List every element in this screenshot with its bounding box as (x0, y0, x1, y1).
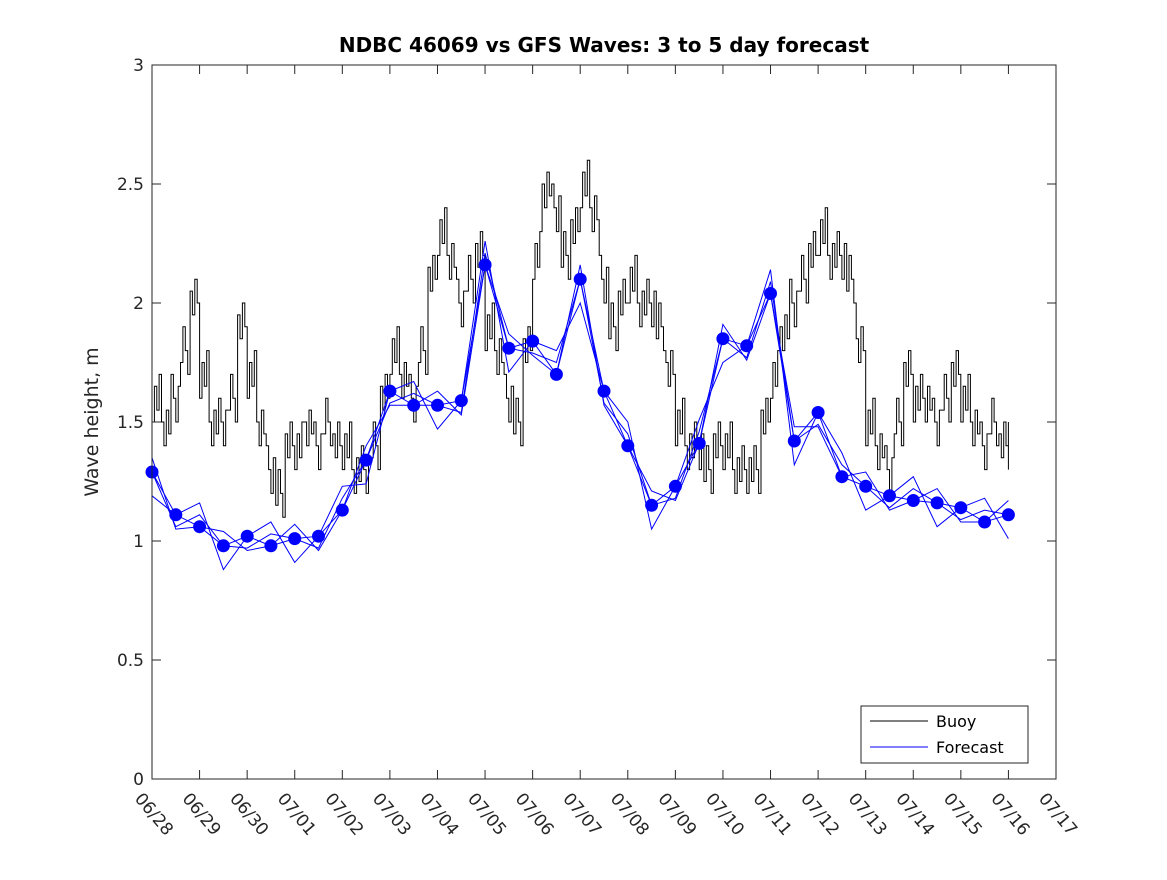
forecast-point (288, 532, 302, 546)
x-tick-label: 07/12 (796, 789, 843, 839)
forecast-point (526, 334, 540, 348)
forecast-point (668, 479, 682, 493)
buoy-line (152, 159, 1009, 518)
x-tick-label: 07/17 (1034, 789, 1081, 839)
forecast-point (621, 439, 635, 453)
y-axis-label: Wave height, m (81, 347, 103, 496)
forecast-point (407, 398, 421, 412)
x-tick-label: 07/15 (939, 789, 986, 839)
forecast-point (645, 498, 659, 512)
y-tick-label: 1.5 (117, 413, 144, 433)
forecast-point (883, 489, 896, 503)
forecast-point (431, 398, 444, 412)
y-tick-label: 1 (133, 532, 144, 552)
forecast-point (811, 406, 825, 419)
legend-forecast-label: Forecast (936, 738, 1004, 757)
forecast-point (978, 515, 992, 529)
x-tick-label: 07/02 (320, 789, 367, 839)
forecast-point (502, 341, 516, 355)
forecast-point (573, 272, 587, 286)
forecast-point (597, 384, 611, 398)
forecast-line-2 (151, 264, 1009, 552)
forecast-point (549, 367, 563, 381)
x-tick-label: 07/11 (749, 789, 796, 839)
forecast-point (835, 470, 849, 484)
forecast-point (906, 494, 920, 507)
forecast-point (692, 436, 706, 450)
y-tick-label: 3 (133, 56, 144, 76)
y-tick-label: 0 (133, 770, 144, 790)
x-tick-label: 06/30 (225, 789, 272, 839)
x-tick-label: 07/13 (844, 789, 891, 839)
forecast-point (216, 539, 230, 553)
x-tick-label: 07/08 (606, 789, 653, 839)
x-tick-label: 07/03 (368, 789, 415, 839)
legend-buoy-label: Buoy (936, 712, 976, 731)
forecast-point (335, 503, 349, 517)
forecast-point (312, 529, 325, 543)
y-tick-label: 0.5 (117, 651, 144, 671)
forecast-point (787, 434, 801, 448)
y-tick-label: 2 (133, 294, 144, 314)
forecast-point (764, 287, 777, 300)
x-tick-label: 07/07 (558, 789, 605, 839)
forecast-point (1001, 508, 1015, 522)
plot-background (152, 65, 1056, 779)
forecast-point (454, 394, 468, 408)
x-tick-label: 07/14 (891, 789, 938, 839)
x-tick-label: 07/09 (654, 789, 701, 839)
forecast-point (930, 496, 944, 510)
forecast-point (264, 539, 278, 553)
forecast-point (859, 479, 873, 493)
forecast-point (240, 529, 254, 543)
forecast-point (193, 520, 207, 534)
x-tick-label: 07/04 (416, 789, 463, 839)
y-tick-label: 2.5 (117, 175, 144, 195)
x-tick-label: 07/05 (463, 789, 510, 839)
forecast-point (359, 453, 373, 467)
forecast-point (954, 501, 968, 515)
x-tick-label: 07/10 (701, 789, 748, 839)
forecast-point (740, 339, 754, 353)
legend-box (860, 705, 1029, 764)
x-tick-label: 06/29 (178, 789, 225, 839)
forecast-point (716, 332, 730, 346)
x-tick-label: 07/16 (987, 789, 1034, 839)
forecast-point (478, 258, 492, 272)
x-tick-label: 06/28 (130, 789, 177, 839)
forecast-point (169, 508, 183, 522)
x-tick-label: 07/06 (511, 789, 558, 839)
forecast-line-4 (151, 241, 1009, 571)
legend: Buoy Forecast (860, 705, 1029, 764)
chart-title: NDBC 46069 vs GFS Waves: 3 to 5 day fore… (339, 33, 870, 57)
forecast-point (383, 384, 397, 398)
x-tick-label: 07/01 (273, 789, 320, 839)
